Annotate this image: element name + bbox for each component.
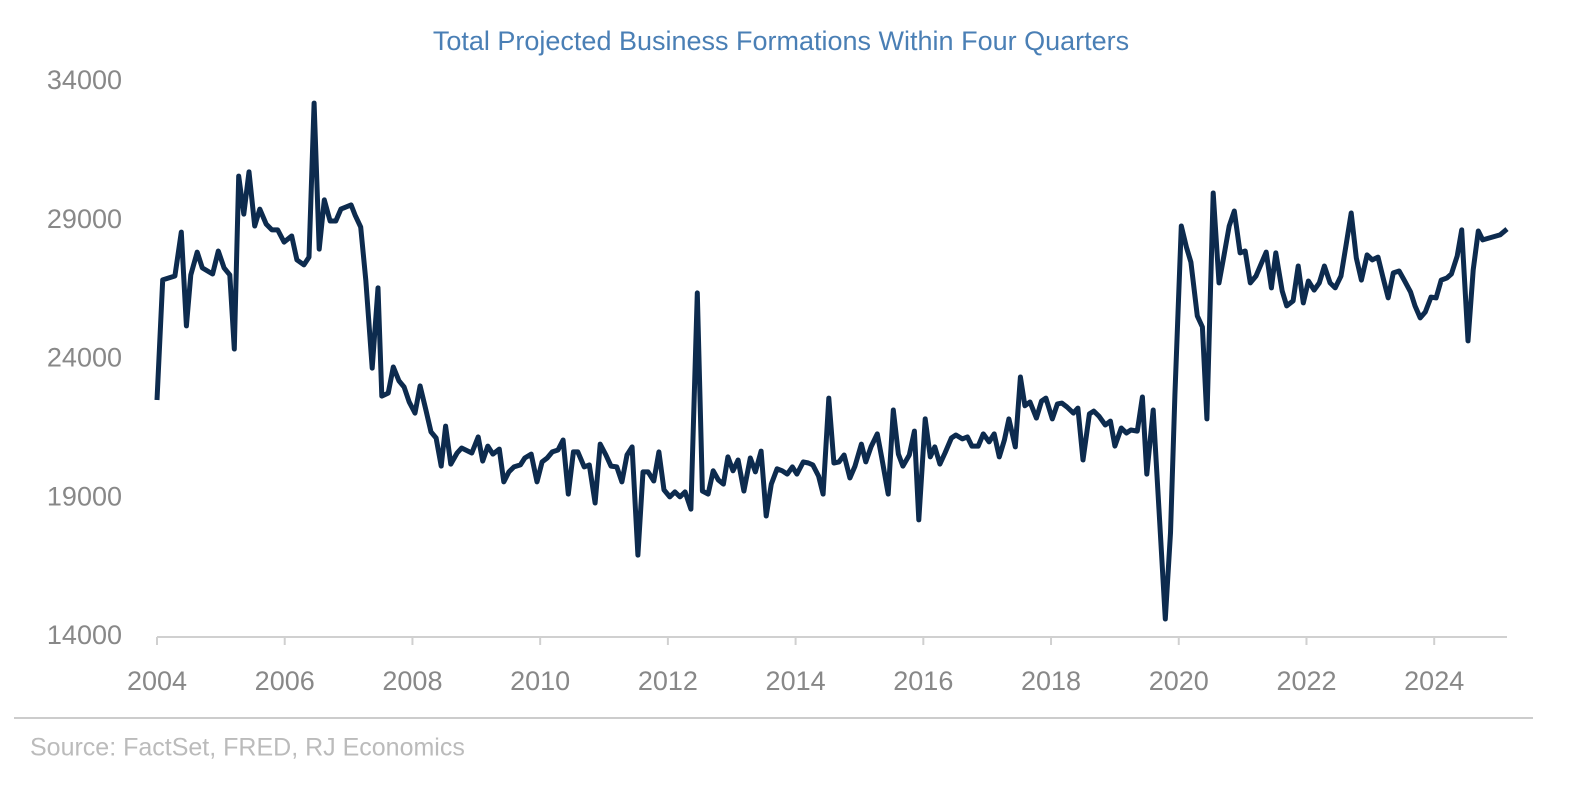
y-tick-label: 19000 xyxy=(47,481,122,511)
y-tick-label: 24000 xyxy=(47,343,122,373)
data-line xyxy=(154,100,1509,622)
source-note: Source: FactSet, FRED, RJ Economics xyxy=(30,734,465,762)
x-tick-label: 2008 xyxy=(382,666,442,696)
x-tick-label: 2024 xyxy=(1404,666,1464,696)
x-tick-label: 2004 xyxy=(127,666,187,696)
x-tick-label: 2016 xyxy=(893,666,953,696)
x-tick-label: 2006 xyxy=(255,666,315,696)
x-tick-label: 2012 xyxy=(638,666,698,696)
y-tick-label: 14000 xyxy=(47,620,122,650)
x-tick-label: 2010 xyxy=(510,666,570,696)
x-tick-label: 2014 xyxy=(766,666,826,696)
y-tick-label: 34000 xyxy=(47,65,122,95)
x-tick-label: 2018 xyxy=(1021,666,1081,696)
y-tick-label: 29000 xyxy=(47,204,122,234)
x-tick-label: 2020 xyxy=(1149,666,1209,696)
chart-title: Total Projected Business Formations With… xyxy=(433,26,1129,56)
x-tick-label: 2022 xyxy=(1276,666,1336,696)
